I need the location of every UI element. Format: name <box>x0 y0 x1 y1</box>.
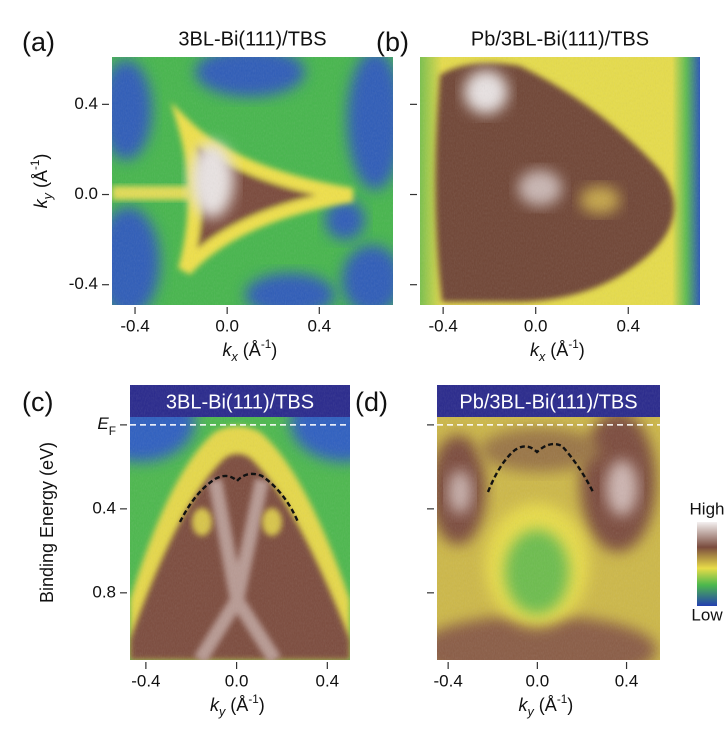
x-axis-label-part: -1 <box>557 693 567 706</box>
y-axis-label: ky (Å-1) <box>29 154 56 209</box>
y-tick-label: 0.8 <box>92 582 116 601</box>
x-tick-label: 0.0 <box>524 316 548 335</box>
x-tick-label: 0.4 <box>307 316 331 335</box>
x-tick-label: 0.4 <box>616 316 640 335</box>
x-tick-label: -0.4 <box>434 671 463 690</box>
intensity-map <box>112 57 393 305</box>
colorbar <box>697 522 717 606</box>
intensity-map <box>420 57 700 305</box>
x-axis-label: ky (Å-1) <box>210 693 265 720</box>
x-axis-label-part: -1 <box>261 338 271 351</box>
y-axis-label: Binding Energy (eV) <box>37 442 57 603</box>
y-tick-label: 0.4 <box>92 498 116 517</box>
panel-label: (b) <box>376 27 409 57</box>
y-tick-label: EF <box>97 414 116 438</box>
intensity-maps <box>112 57 700 660</box>
x-axis-label: kx (Å-1) <box>223 338 278 365</box>
guide-curve <box>486 442 595 493</box>
x-axis-label-part: k <box>519 695 529 715</box>
y-axis-label-part: y <box>41 192 55 200</box>
panel-label: (a) <box>22 27 55 57</box>
x-axis-label-part: (Å <box>534 695 557 715</box>
y-tick-label-part: F <box>109 424 116 438</box>
x-axis-label-part: y <box>218 705 226 719</box>
x-tick-label: 0.0 <box>526 671 550 690</box>
panel-title: Pb/3BL-Bi(111)/TBS <box>459 391 637 413</box>
x-axis-label-part: ) <box>579 340 585 360</box>
guide-curve <box>178 472 300 523</box>
grain <box>420 57 700 305</box>
colorbar-label: High <box>690 499 725 518</box>
x-axis-label-part: x <box>231 350 239 364</box>
panel-title: 3BL-Bi(111)/TBS <box>178 28 326 50</box>
panel-label: (d) <box>355 387 388 417</box>
x-tick-label: -0.4 <box>428 316 457 335</box>
y-axis-label-part: k <box>31 198 51 208</box>
x-axis-label-part: k <box>223 340 233 360</box>
y-tick-label: 0.0 <box>74 184 98 203</box>
x-axis-label-part: y <box>527 705 535 719</box>
x-axis-label-part: k <box>530 340 540 360</box>
x-axis-label: ky (Å-1) <box>519 693 574 720</box>
colorbar-label: Low <box>691 605 723 624</box>
panel-label: (c) <box>22 387 53 417</box>
x-axis-label: kx (Å-1) <box>530 338 585 365</box>
y-tick-label: -0.4 <box>69 274 98 293</box>
x-axis-label-part: ) <box>567 695 573 715</box>
y-tick-label: 0.4 <box>74 94 98 113</box>
intensity-map <box>437 385 660 660</box>
panel-title: Pb/3BL-Bi(111)/TBS <box>471 28 649 50</box>
x-axis-label-part: -1 <box>248 693 258 706</box>
panel-title: 3BL-Bi(111)/TBS <box>166 391 314 413</box>
x-tick-label: 0.4 <box>615 671 639 690</box>
y-axis-label-part: (Å <box>31 170 51 193</box>
x-axis-label-part: (Å <box>545 340 568 360</box>
y-axis-label-part: -1 <box>29 160 42 170</box>
x-axis-label-part: (Å <box>238 340 261 360</box>
intensity-map <box>130 385 350 660</box>
x-axis-label-part: x <box>538 350 546 364</box>
x-axis-label-part: ) <box>271 340 277 360</box>
x-axis-label-part: ) <box>259 695 265 715</box>
x-axis-label-part: -1 <box>568 338 578 351</box>
grain <box>112 57 393 305</box>
y-axis-label-part: ) <box>31 154 51 160</box>
grain <box>130 385 350 660</box>
x-tick-label: 0.0 <box>215 316 239 335</box>
x-axis-label-part: k <box>210 695 220 715</box>
y-tick-label-part: E <box>97 414 109 433</box>
x-tick-label: -0.4 <box>120 316 149 335</box>
x-tick-label: 0.4 <box>315 671 339 690</box>
x-tick-label: 0.0 <box>225 671 249 690</box>
x-tick-label: -0.4 <box>131 671 160 690</box>
x-axis-label-part: (Å <box>225 695 248 715</box>
axes: (a) 3BL-Bi(111)/TBS-0.4 0.0 0.40.40.0-0.4kx… <box>22 27 724 719</box>
grain <box>437 385 660 660</box>
